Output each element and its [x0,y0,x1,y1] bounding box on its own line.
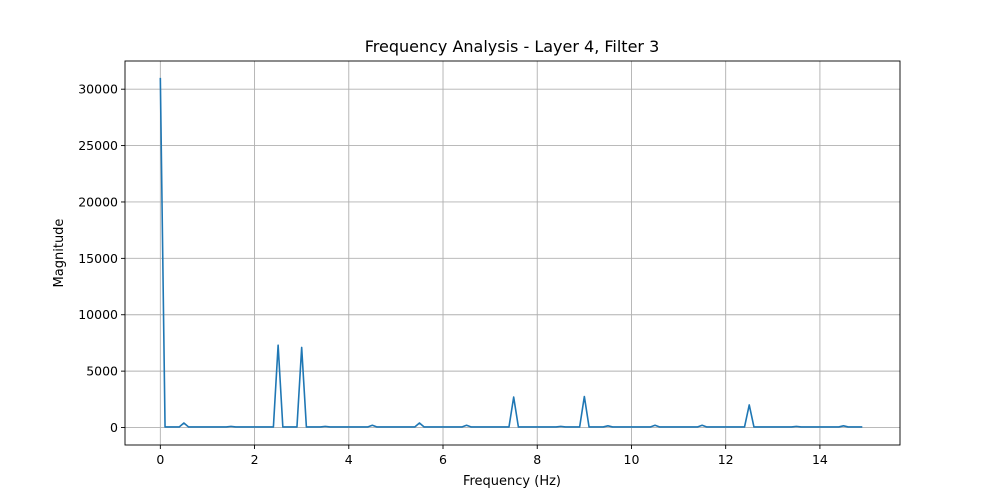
x-tick-label: 2 [251,452,259,467]
series-line [159,77,863,428]
x-tick-label: 0 [156,452,164,467]
grid-layer [125,61,900,445]
y-tick-label: 0 [110,420,118,435]
plot-frame [124,60,901,446]
y-tick-label: 5000 [86,364,118,379]
x-tick-label: 4 [345,452,353,467]
chart-title: Frequency Analysis - Layer 4, Filter 3 [365,37,660,56]
x-tick-label: 14 [812,452,828,467]
x-axis-label: Frequency (Hz) [463,474,561,489]
y-tick-label: 10000 [78,307,118,322]
x-tick-label: 6 [439,452,447,467]
y-tick-label: 25000 [78,138,118,153]
x-tick-label: 10 [624,452,640,467]
y-tick-label: 20000 [78,194,118,209]
line-layer [159,77,863,428]
x-tick-label: 12 [718,452,734,467]
y-tick-label: 15000 [78,251,118,266]
y-axis-label: Magnitude [52,219,67,288]
y-tick-label: 30000 [78,82,118,97]
x-tick-label: 8 [533,452,541,467]
ticks-layer: 0 2 4 6 8 10 12 14 0 5000 10000 15000 20000 25000 3000… [78,82,828,467]
